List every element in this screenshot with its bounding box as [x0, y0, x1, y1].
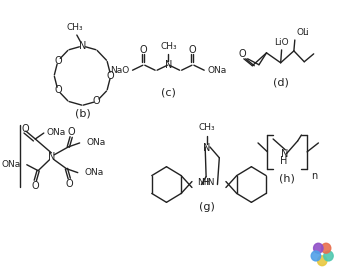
Text: O: O	[67, 127, 75, 137]
Text: (c): (c)	[161, 87, 176, 97]
Text: HN: HN	[201, 178, 215, 187]
Text: O: O	[32, 180, 39, 191]
Text: ONa: ONa	[47, 128, 66, 137]
Text: N: N	[281, 149, 288, 159]
Circle shape	[321, 243, 331, 253]
Text: LiO: LiO	[274, 38, 289, 47]
Circle shape	[311, 251, 321, 261]
Text: n: n	[311, 171, 317, 181]
Text: (d): (d)	[273, 78, 289, 87]
Circle shape	[317, 256, 327, 266]
Text: ONa: ONa	[86, 138, 105, 147]
Text: OL: OL	[297, 28, 309, 37]
Text: O: O	[65, 178, 73, 189]
Text: ONa: ONa	[84, 168, 104, 177]
Text: CH₃: CH₃	[199, 123, 215, 132]
Circle shape	[314, 243, 323, 253]
Text: ONa: ONa	[207, 66, 226, 75]
Text: O: O	[93, 96, 100, 106]
Text: CH₃: CH₃	[160, 42, 177, 51]
Text: O: O	[21, 124, 29, 134]
Text: (g): (g)	[199, 202, 215, 212]
Circle shape	[324, 251, 333, 261]
Text: (h): (h)	[279, 174, 295, 184]
Text: (b): (b)	[75, 108, 90, 118]
Text: O: O	[238, 49, 246, 59]
Text: N: N	[48, 152, 55, 162]
Text: NH: NH	[198, 178, 211, 187]
Text: O: O	[54, 86, 62, 95]
Text: O: O	[107, 71, 114, 81]
Text: N: N	[79, 41, 86, 51]
Text: N: N	[203, 143, 211, 153]
Text: O: O	[188, 45, 196, 55]
Text: O: O	[54, 56, 62, 66]
Text: ONa: ONa	[2, 160, 21, 169]
Text: CH₃: CH₃	[66, 23, 83, 32]
Text: O: O	[139, 45, 147, 55]
Text: N: N	[165, 60, 172, 70]
Text: i: i	[305, 28, 308, 37]
Text: NaO: NaO	[110, 66, 130, 75]
Text: H: H	[280, 156, 287, 166]
